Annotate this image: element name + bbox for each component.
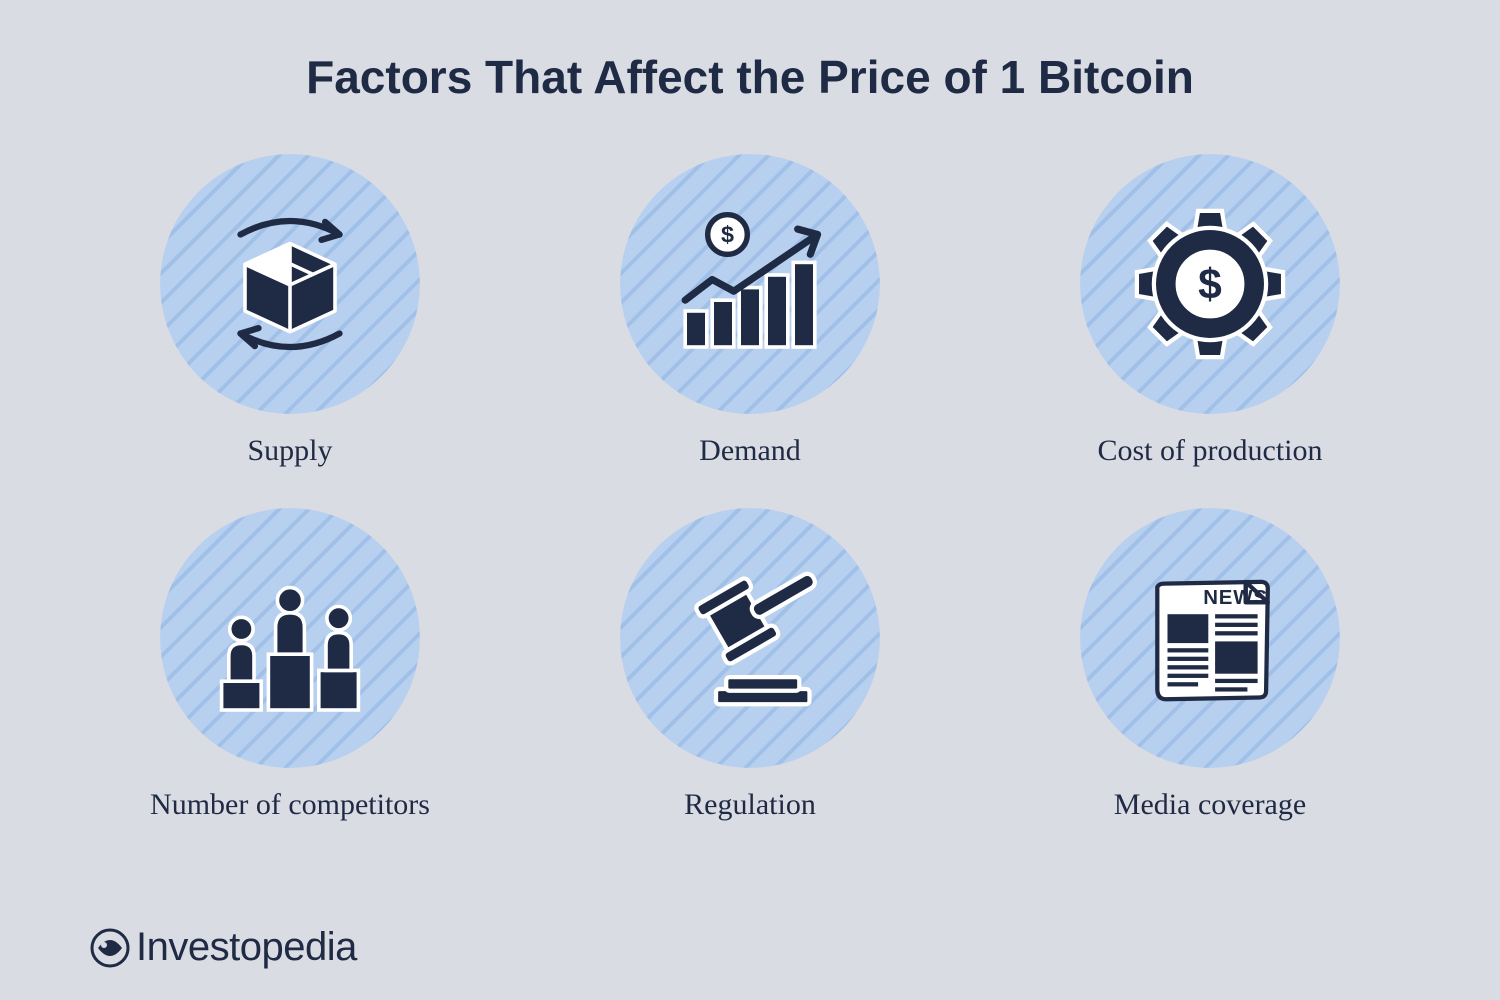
cost-icon: $ bbox=[1125, 199, 1295, 369]
factor-demand: $ Demand bbox=[620, 154, 880, 468]
factor-competitors: Number of competitors bbox=[150, 508, 430, 822]
circle-demand: $ bbox=[620, 154, 880, 414]
competitors-icon bbox=[200, 548, 380, 728]
label-competitors: Number of competitors bbox=[150, 788, 430, 822]
svg-text:NEWS: NEWS bbox=[1203, 587, 1268, 609]
label-cost: Cost of production bbox=[1098, 434, 1323, 468]
page-title: Factors That Affect the Price of 1 Bitco… bbox=[90, 50, 1410, 104]
label-demand: Demand bbox=[699, 434, 801, 468]
brand-text: Investopedia bbox=[136, 925, 357, 970]
demand-icon: $ bbox=[660, 194, 840, 374]
circle-competitors bbox=[160, 508, 420, 768]
factor-cost: $ Cost of production bbox=[1080, 154, 1340, 468]
circle-supply bbox=[160, 154, 420, 414]
regulation-icon bbox=[665, 553, 835, 723]
svg-text:$: $ bbox=[1198, 261, 1222, 308]
circle-cost: $ bbox=[1080, 154, 1340, 414]
label-supply: Supply bbox=[247, 434, 332, 468]
label-regulation: Regulation bbox=[684, 788, 816, 822]
brand-logo: Investopedia bbox=[90, 925, 357, 970]
brand-icon bbox=[90, 928, 130, 968]
factor-regulation: Regulation bbox=[620, 508, 880, 822]
supply-icon bbox=[200, 194, 380, 374]
factor-supply: Supply bbox=[160, 154, 420, 468]
media-icon: NEWS bbox=[1125, 553, 1295, 723]
factors-grid: Supply $ bbox=[90, 154, 1410, 822]
svg-text:$: $ bbox=[721, 222, 734, 248]
label-media: Media coverage bbox=[1114, 788, 1306, 822]
factor-media: NEWS bbox=[1080, 508, 1340, 822]
circle-regulation bbox=[620, 508, 880, 768]
circle-media: NEWS bbox=[1080, 508, 1340, 768]
